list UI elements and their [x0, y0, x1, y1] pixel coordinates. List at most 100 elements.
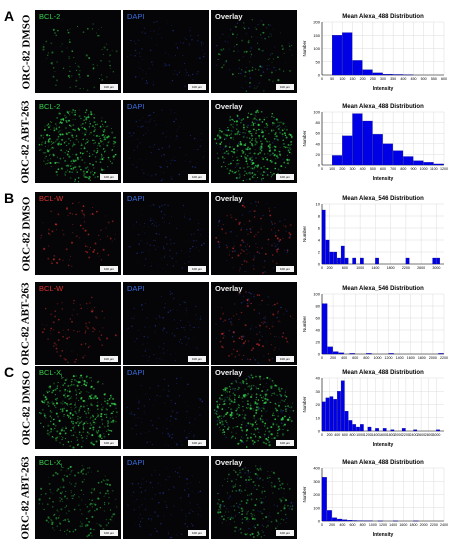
fluorescence-spot — [52, 64, 54, 65]
fluorescence-spot — [45, 155, 47, 158]
fluorescence-spot — [109, 509, 112, 511]
fluorescence-spot — [269, 378, 271, 380]
fluorescence-spot — [50, 121, 52, 123]
fluorescence-spot — [44, 151, 47, 154]
fluorescence-spot — [266, 64, 268, 67]
fluorescence-spot — [259, 331, 261, 333]
fluorescence-spot — [150, 265, 153, 267]
fluorescence-spot — [108, 141, 110, 143]
fluorescence-spot — [74, 113, 77, 116]
fluorescence-spot — [77, 331, 79, 333]
fluorescence-spot — [240, 119, 243, 122]
fluorescence-spot — [242, 401, 244, 403]
fluorescence-spot — [239, 349, 241, 351]
fluorescence-spot — [90, 403, 92, 405]
fluorescence-spot — [290, 153, 292, 155]
micrograph-canvas — [216, 465, 294, 539]
fluorescence-spot — [107, 423, 109, 425]
fluorescence-spot — [193, 424, 195, 425]
fluorescence-spot — [189, 324, 191, 327]
fluorescence-spot — [151, 498, 153, 500]
micrograph-canvas — [213, 374, 295, 448]
row-label-text: ORC-82 ABT-263 — [20, 281, 32, 366]
fluorescence-spot — [249, 141, 251, 143]
fluorescence-spot — [186, 217, 188, 219]
fluorescence-spot — [251, 66, 254, 69]
fluorescence-spot — [102, 123, 104, 125]
fluorescence-spot — [94, 418, 97, 420]
histogram-bar — [375, 428, 379, 432]
fluorescence-spot — [230, 133, 232, 136]
y-tick-label: 100 — [313, 110, 320, 115]
fluorescence-spot — [197, 34, 199, 37]
fluorescence-spot — [87, 116, 90, 119]
fluorescence-spot — [164, 221, 165, 223]
fluorescence-spot — [92, 23, 94, 25]
fluorescence-spot — [232, 247, 235, 250]
fluorescence-spot — [46, 134, 49, 137]
fluorescence-spot — [238, 405, 240, 407]
fluorescence-spot — [62, 151, 64, 153]
fluorescence-spot — [108, 503, 110, 505]
fluorescence-spot — [40, 148, 42, 151]
micrograph-canvas — [126, 291, 202, 364]
fluorescence-spot — [190, 35, 192, 37]
fluorescence-spot — [107, 493, 109, 495]
fluorescence-spot — [89, 427, 92, 430]
fluorescence-spot — [157, 264, 159, 266]
fluorescence-spot — [55, 347, 58, 350]
fluorescence-spot — [241, 149, 244, 152]
fluorescence-spot — [229, 524, 231, 526]
fluorescence-spot — [225, 61, 228, 63]
fluorescence-spot — [165, 236, 167, 238]
fluorescence-spot — [281, 399, 283, 402]
fluorescence-spot — [76, 436, 78, 439]
fluorescence-spot — [156, 358, 158, 359]
fluorescence-spot — [98, 523, 101, 526]
fluorescence-spot — [167, 476, 168, 477]
fluorescence-spot — [247, 510, 249, 512]
fluorescence-spot — [62, 437, 64, 439]
fluorescence-spot — [48, 390, 50, 393]
fluorescence-spot — [167, 385, 170, 387]
fluorescence-spot — [53, 382, 55, 385]
fluorescence-spot — [247, 422, 250, 425]
fluorescence-spot — [241, 214, 244, 216]
fluorescence-spot — [242, 437, 244, 439]
fluorescence-spot — [253, 294, 255, 295]
x-tick-label: 200 — [327, 266, 333, 270]
fluorescence-spot — [69, 39, 71, 41]
fluorescence-spot — [250, 161, 253, 164]
histogram-bar — [388, 353, 394, 355]
fluorescence-spot — [54, 161, 57, 164]
histogram-bar — [337, 257, 341, 265]
fluorescence-spot — [91, 535, 93, 537]
fluorescence-spot — [233, 172, 235, 174]
fluorescence-spot — [250, 423, 252, 425]
fluorescence-spot — [184, 69, 187, 71]
fluorescence-spot — [229, 143, 231, 145]
fluorescence-spot — [234, 76, 236, 78]
dapi-image: DAPI 100 µm — [123, 192, 209, 275]
fluorescence-spot — [50, 430, 53, 433]
fluorescence-spot — [193, 233, 195, 235]
fluorescence-spot — [139, 66, 141, 68]
fluorescence-spot — [289, 410, 292, 412]
marker-name: BCL-W — [39, 284, 64, 293]
fluorescence-spot — [77, 25, 79, 27]
fluorescence-spot — [168, 489, 170, 491]
fluorescence-spot — [199, 490, 202, 493]
fluorescence-spot — [136, 262, 138, 263]
fluorescence-spot — [251, 376, 254, 379]
fluorescence-spot — [144, 489, 147, 492]
fluorescence-spot — [85, 116, 88, 119]
fluorescence-spot — [153, 220, 154, 222]
fluorescence-spot — [224, 146, 226, 149]
fluorescence-spot — [185, 38, 187, 41]
fluorescence-spot — [246, 143, 248, 145]
fluorescence-spot — [64, 379, 67, 382]
fluorescence-spot — [256, 87, 257, 89]
fluorescence-spot — [283, 70, 285, 72]
fluorescence-spot — [72, 153, 74, 155]
fluorescence-spot — [66, 47, 68, 49]
